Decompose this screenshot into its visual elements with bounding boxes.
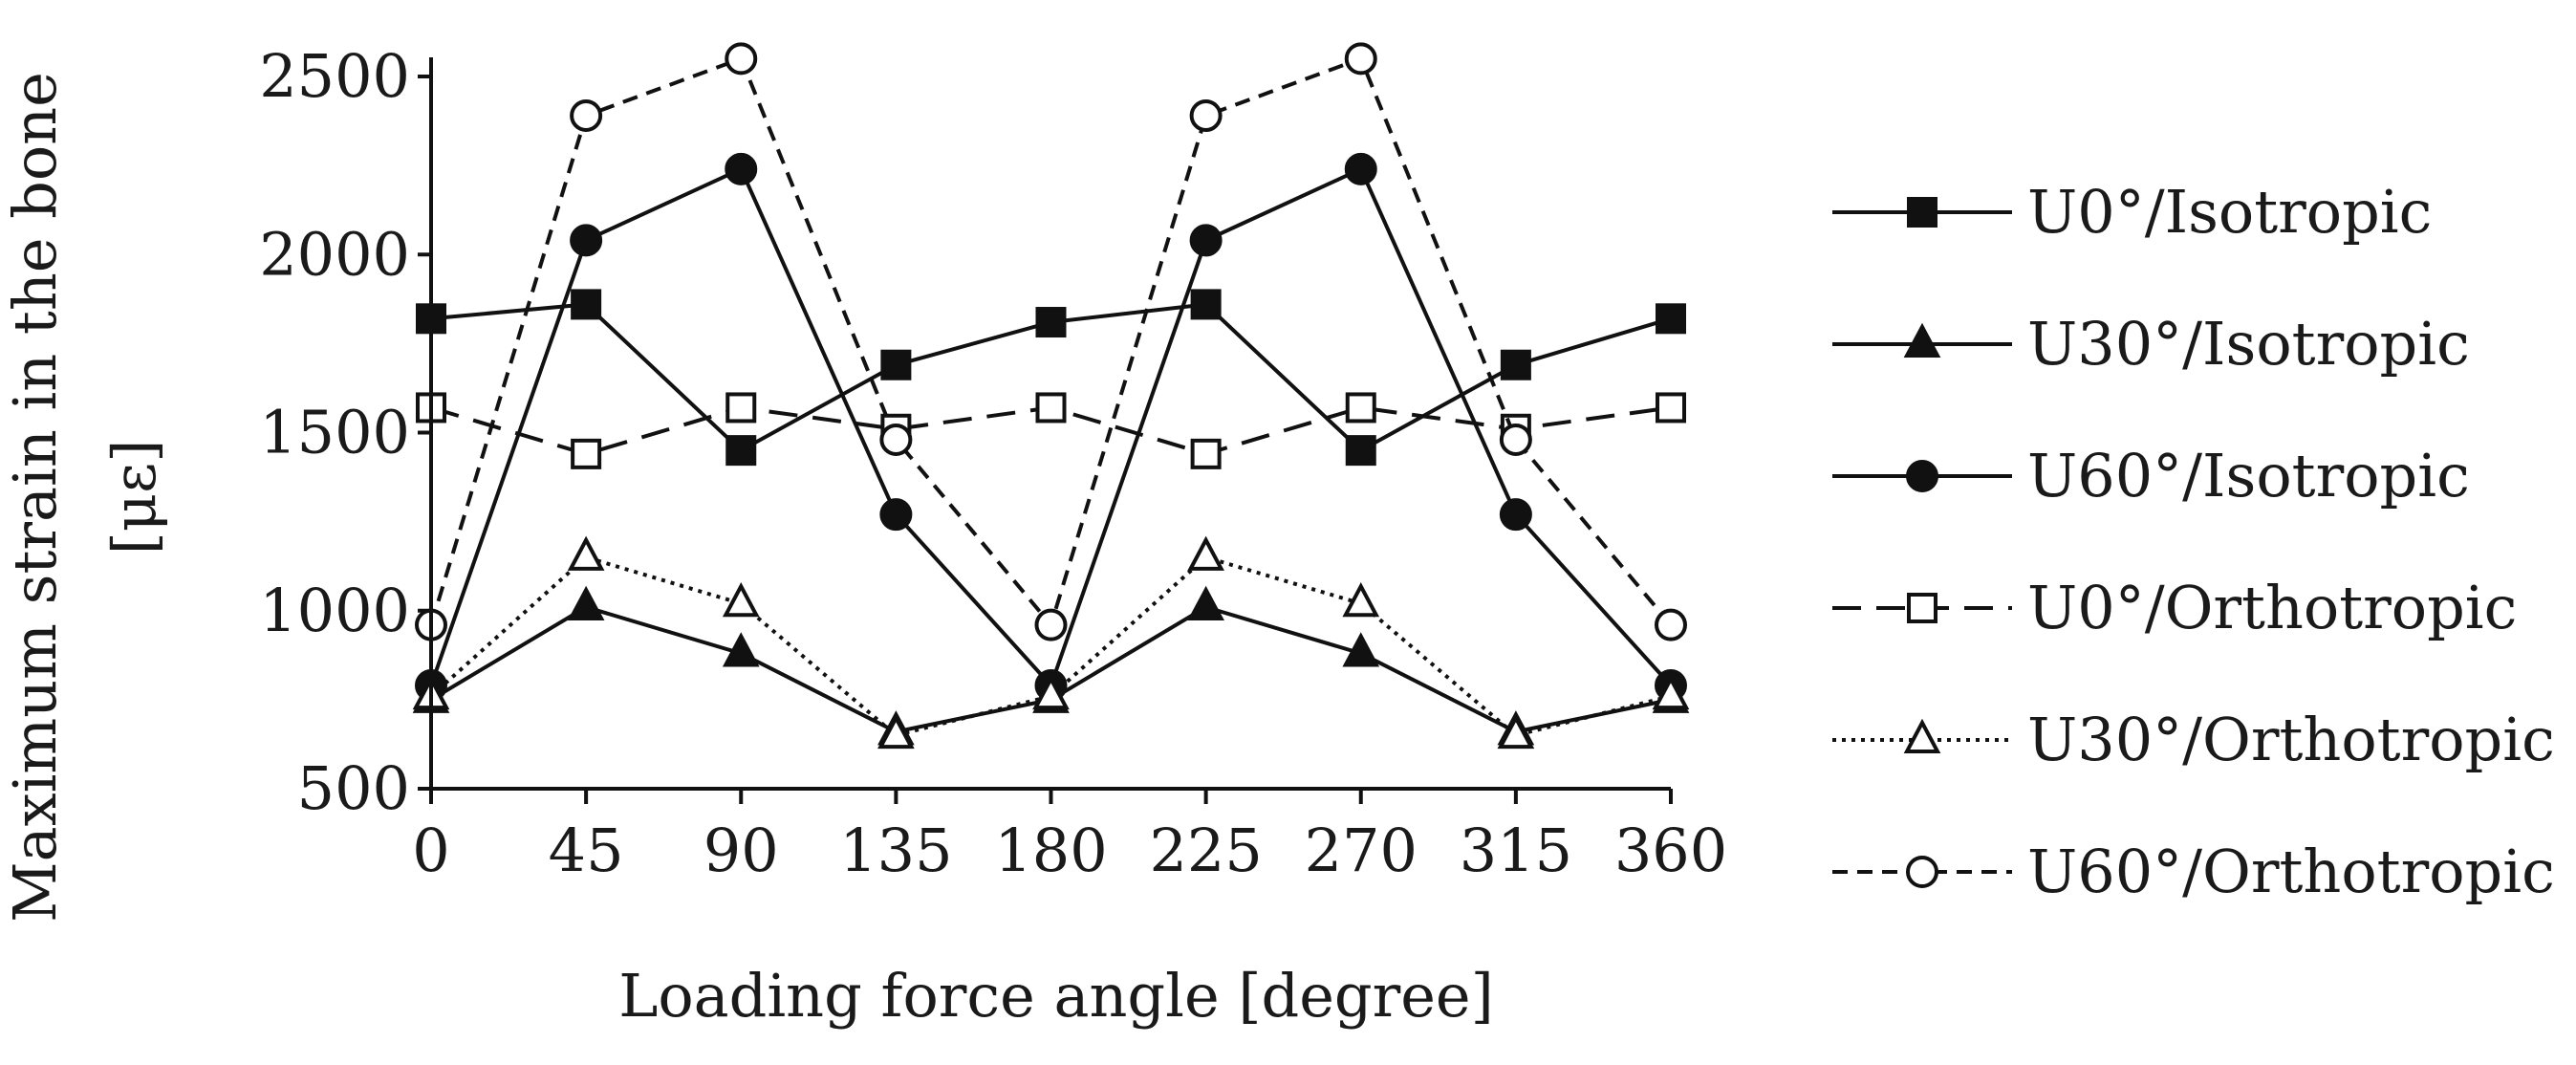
data-point xyxy=(567,535,605,571)
data-point xyxy=(1187,535,1224,571)
x-tick-label: 360 xyxy=(1614,815,1727,885)
x-tick-label: 315 xyxy=(1460,815,1572,885)
data-point xyxy=(1344,42,1377,76)
data-point xyxy=(1655,608,1687,641)
y-tick-label: 1000 xyxy=(259,576,410,645)
legend-item-3: U60°/Isotropic xyxy=(1832,441,2470,511)
data-point xyxy=(1342,582,1380,618)
legend-marker xyxy=(1903,718,1941,753)
data-point xyxy=(722,582,760,618)
x-tick-label: 135 xyxy=(839,815,952,885)
legend-item-4: U0°/Orthotropic xyxy=(1832,573,2517,642)
legend-marker xyxy=(1907,593,1937,623)
y-tick-label: 2000 xyxy=(259,219,410,289)
data-point xyxy=(570,224,603,257)
data-point xyxy=(1499,423,1532,456)
data-point xyxy=(571,438,602,469)
legend-label: U0°/Orthotropic xyxy=(2027,573,2517,642)
legend-marker xyxy=(1906,460,1938,492)
data-point xyxy=(1652,674,1690,710)
data-point xyxy=(1345,392,1376,424)
data-point xyxy=(725,42,758,76)
legend-label: U30°/Isotropic xyxy=(2027,309,2470,379)
data-point xyxy=(1190,438,1222,469)
data-point xyxy=(1187,585,1224,621)
legend-item-1: U0°/Isotropic xyxy=(1832,177,2432,247)
series-6 xyxy=(415,42,1687,641)
data-point xyxy=(570,98,603,132)
data-point xyxy=(1345,435,1376,467)
legend-label: U60°/Orthotropic xyxy=(2027,837,2555,906)
data-point xyxy=(1656,392,1686,424)
data-point xyxy=(725,392,757,424)
data-point xyxy=(1035,307,1067,338)
legend-label: U0°/Isotropic xyxy=(2027,177,2432,247)
legend-label: U30°/Orthotropic xyxy=(2027,705,2555,774)
y-axis-title-line-2: [με] xyxy=(99,440,169,555)
plot-area xyxy=(412,42,1690,750)
y-tick-label: 500 xyxy=(297,753,410,823)
x-tick-label: 225 xyxy=(1149,815,1262,885)
legend-item-2: U30°/Isotropic xyxy=(1832,309,2470,379)
y-axis-unit: [με] xyxy=(99,440,169,555)
data-point xyxy=(722,632,760,667)
legend-item-6: U60°/Orthotropic xyxy=(1832,837,2555,906)
y-tick-label: 1500 xyxy=(259,398,410,467)
data-point xyxy=(1034,608,1068,641)
data-point xyxy=(880,349,912,380)
series-4 xyxy=(416,392,1686,469)
data-point xyxy=(1032,674,1070,710)
series-5 xyxy=(412,535,1690,750)
data-point xyxy=(1035,392,1067,424)
y-axis-title-line-1: Maximum strain in the bone xyxy=(0,72,70,923)
y-tick-label: 2500 xyxy=(259,41,410,111)
data-point xyxy=(1344,152,1377,185)
data-point xyxy=(725,435,757,467)
x-tick-label: 45 xyxy=(549,815,624,885)
data-point xyxy=(1656,303,1686,335)
x-tick-label: 180 xyxy=(994,815,1107,885)
axes: 500 1000 1500 2000 2500 0 45 90 135 180 225 270 315 3… xyxy=(259,41,1727,885)
y-axis-title: Maximum strain in the bone xyxy=(0,72,70,923)
series-1 xyxy=(416,289,1686,467)
x-axis-title: Loading force angle [degree] xyxy=(618,961,1494,1031)
series-line xyxy=(429,56,1673,627)
data-point xyxy=(1342,632,1380,667)
data-point xyxy=(571,289,602,320)
legend-marker xyxy=(1903,322,1941,358)
data-point xyxy=(877,713,915,750)
x-tick-label: 0 xyxy=(412,815,449,885)
legend-marker xyxy=(1907,197,1937,228)
x-tick-label: 270 xyxy=(1305,815,1418,885)
series-line xyxy=(429,166,1673,687)
legend: U0°/Isotropic U30°/Isotropic U60°/Isotropi… xyxy=(1832,177,2555,906)
data-point xyxy=(1497,713,1535,750)
legend-marker xyxy=(1906,856,1938,888)
data-point xyxy=(879,498,913,532)
data-point xyxy=(567,585,605,621)
data-point xyxy=(1189,224,1223,257)
x-tick-label: 90 xyxy=(704,815,779,885)
data-point xyxy=(1189,98,1223,132)
data-point xyxy=(1500,349,1531,380)
data-point xyxy=(879,423,913,456)
legend-label: U60°/Isotropic xyxy=(2027,441,2470,511)
data-point xyxy=(725,152,758,185)
data-point xyxy=(1499,498,1532,532)
legend-item-5: U30°/Orthotropic xyxy=(1832,705,2555,774)
data-point xyxy=(1190,289,1222,320)
